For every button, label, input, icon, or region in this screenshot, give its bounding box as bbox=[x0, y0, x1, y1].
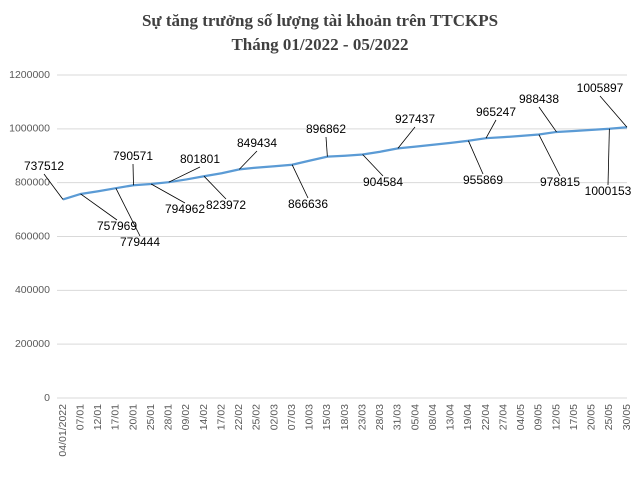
leader-line bbox=[203, 175, 227, 200]
x-tick-label: 19/04 bbox=[462, 404, 474, 430]
leader-line bbox=[168, 166, 201, 183]
x-tick-label: 04/01/2022 bbox=[57, 404, 69, 457]
x-tick-label: 30/05 bbox=[621, 404, 633, 430]
data-label: 904584 bbox=[363, 175, 403, 189]
leader-line bbox=[238, 150, 258, 170]
x-tick-label: 07/01 bbox=[74, 404, 86, 430]
data-label: 779444 bbox=[120, 235, 160, 249]
leader-line bbox=[43, 173, 64, 200]
x-tick-label: 07/03 bbox=[286, 404, 298, 430]
y-tick-label: 0 bbox=[44, 392, 50, 404]
x-tick-label: 14/02 bbox=[198, 404, 210, 430]
leader-line bbox=[397, 126, 416, 149]
x-tick-label: 09/05 bbox=[533, 404, 545, 430]
x-tick-label: 20/05 bbox=[586, 404, 598, 430]
x-tick-label: 05/04 bbox=[409, 404, 421, 430]
x-tick-label: 02/03 bbox=[268, 404, 280, 430]
x-tick-label: 25/05 bbox=[603, 404, 615, 430]
leader-line bbox=[80, 193, 118, 221]
x-tick-label: 18/03 bbox=[339, 404, 351, 430]
x-tick-label: 09/02 bbox=[180, 404, 192, 430]
leader-line bbox=[468, 140, 484, 175]
chart-title: Sự tăng trưởng số lượng tài khoản trên T… bbox=[142, 11, 498, 30]
x-tick-label: 28/03 bbox=[374, 404, 386, 430]
data-label: 1000153 bbox=[585, 184, 632, 198]
x-tick-label: 17/01 bbox=[110, 404, 122, 430]
y-tick-label: 800000 bbox=[15, 176, 50, 188]
y-tick-label: 400000 bbox=[15, 284, 50, 296]
x-tick-label: 22/04 bbox=[480, 404, 492, 430]
leader-line bbox=[607, 128, 610, 186]
data-label: 896862 bbox=[306, 122, 346, 136]
leader-line bbox=[538, 134, 561, 177]
data-line bbox=[62, 126, 628, 201]
x-tick-label: 20/01 bbox=[127, 404, 139, 430]
leader-line bbox=[132, 163, 134, 186]
data-label: 978815 bbox=[540, 175, 580, 189]
x-tick-label: 10/03 bbox=[304, 404, 316, 430]
x-tick-label: 28/01 bbox=[163, 404, 175, 430]
data-label: 794962 bbox=[165, 202, 205, 216]
data-label: 757969 bbox=[97, 219, 137, 233]
x-tick-label: 25/02 bbox=[251, 404, 263, 430]
data-label: 801801 bbox=[180, 152, 220, 166]
data-label: 849434 bbox=[237, 136, 277, 150]
data-label: 965247 bbox=[476, 105, 516, 119]
data-label: 927437 bbox=[395, 112, 435, 126]
x-tick-label: 22/02 bbox=[233, 404, 245, 430]
x-tick-label: 12/05 bbox=[550, 404, 562, 430]
x-tick-label: 12/01 bbox=[92, 404, 104, 430]
x-tick-label: 15/03 bbox=[321, 404, 333, 430]
leader-line bbox=[115, 188, 141, 237]
x-tick-label: 31/03 bbox=[392, 404, 404, 430]
data-label: 1005897 bbox=[577, 81, 624, 95]
leader-line bbox=[485, 119, 497, 139]
leader-line bbox=[362, 154, 384, 177]
x-tick-label: 27/04 bbox=[497, 404, 509, 430]
x-tick-label: 04/05 bbox=[515, 404, 527, 430]
y-tick-label: 600000 bbox=[15, 230, 50, 242]
chart-subtitle: Tháng 01/2022 - 05/2022 bbox=[231, 35, 408, 54]
y-tick-label: 1200000 bbox=[9, 69, 50, 81]
leader-line bbox=[291, 164, 309, 199]
leader-line bbox=[150, 183, 186, 204]
data-label: 823972 bbox=[206, 198, 246, 212]
y-tick-label: 1000000 bbox=[9, 123, 50, 135]
leader-line bbox=[538, 106, 557, 133]
leader-line bbox=[325, 136, 328, 157]
data-label: 988438 bbox=[519, 92, 559, 106]
data-label: 955869 bbox=[463, 173, 503, 187]
data-label: 866636 bbox=[288, 197, 328, 211]
x-tick-label: 25/01 bbox=[145, 404, 157, 430]
y-tick-label: 200000 bbox=[15, 338, 50, 350]
leader-line bbox=[599, 95, 628, 128]
x-tick-label: 08/04 bbox=[427, 404, 439, 430]
x-tick-label: 17/05 bbox=[568, 404, 580, 430]
data-label: 790571 bbox=[113, 149, 153, 163]
data-label: 737512 bbox=[24, 159, 64, 173]
x-tick-label: 23/03 bbox=[356, 404, 368, 430]
x-tick-label: 17/02 bbox=[215, 404, 227, 430]
x-tick-label: 13/04 bbox=[445, 404, 457, 430]
